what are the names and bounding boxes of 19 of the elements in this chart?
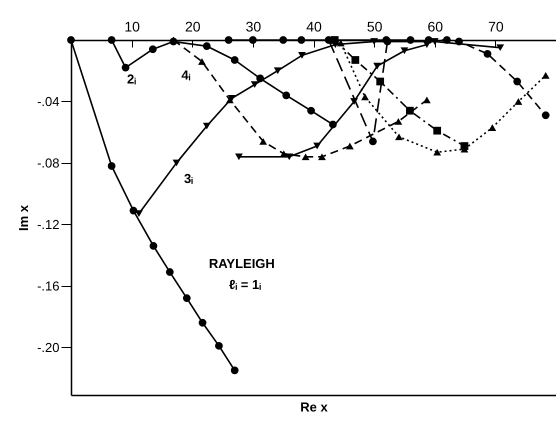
annotation: 3ᵢ	[184, 170, 194, 186]
annotation: RAYLEIGH	[208, 256, 275, 272]
annotation: ℓᵢ = 1ᵢ	[228, 277, 262, 292]
y-tick-label: -.20	[37, 340, 60, 355]
x-tick-label: 50	[366, 18, 383, 34]
y-axis-title: Im x	[16, 204, 32, 232]
y-tick-label: -.08	[37, 155, 60, 170]
x-tick-label: 30	[246, 18, 262, 34]
annotation: 2ᵢ	[127, 72, 136, 87]
y-tick-label: -.12	[37, 216, 60, 232]
x-tick-label: 10	[124, 18, 140, 34]
annotation: 4ᵢ	[181, 68, 191, 83]
x-tick-label: 40	[306, 18, 322, 34]
y-tick-label: -.04	[37, 94, 60, 109]
y-tick-label: -.16	[37, 278, 60, 294]
x-tick-label: 60	[427, 18, 444, 34]
x-tick-label: 70	[488, 18, 504, 34]
x-tick-label: 20	[184, 18, 201, 34]
x-axis-title: Re x	[300, 400, 328, 414]
